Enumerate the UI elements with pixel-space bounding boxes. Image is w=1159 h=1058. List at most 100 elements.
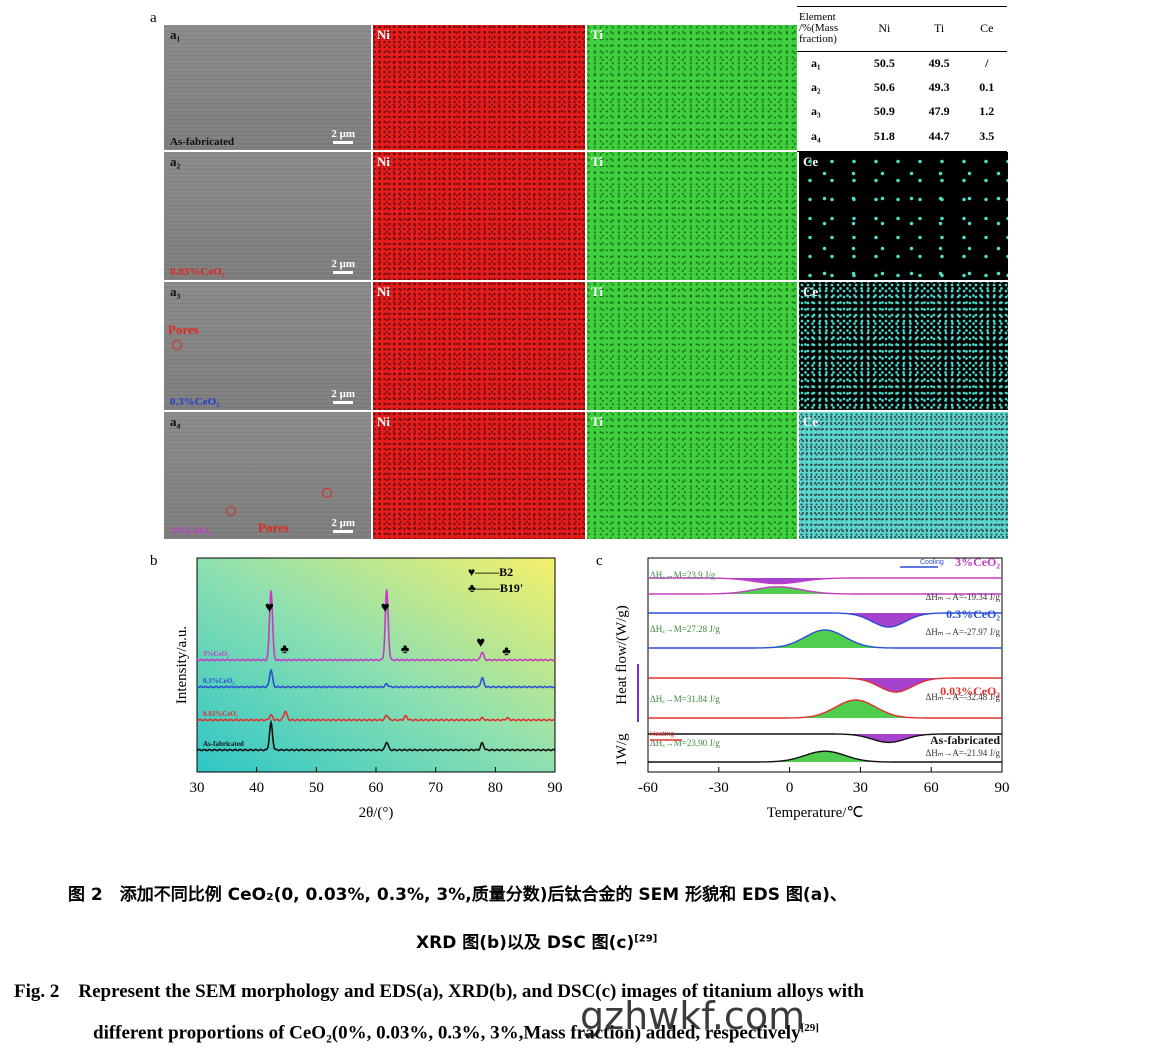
cooling-label: Cooling <box>920 559 944 566</box>
dsc-cooling-line <box>648 733 1002 744</box>
caption-en-line2: different proportions of CeO₂(0%, 0.03%,… <box>93 1022 819 1044</box>
y-axis-label: Heat flow/(W/g) <box>614 605 630 705</box>
x-tick-label: 30 <box>853 780 868 796</box>
dsc-exo-label: ΔHₐ→M=23.90 J/g <box>650 738 720 748</box>
caption-en-line2-text: different proportions of CeO₂(0%, 0.03%,… <box>93 1022 801 1044</box>
x-axis-label: Temperature/℃ <box>767 805 864 821</box>
table-row-sample: a₂ <box>811 79 821 94</box>
xrd-series-line <box>196 719 556 752</box>
dsc-series-label: As-fabricated <box>930 733 1000 747</box>
xrd-plot-area <box>196 557 556 773</box>
table-cell: 50.9 <box>873 103 895 118</box>
x-tick-label: 80 <box>488 780 503 796</box>
x-axis-label: 2θ/(°) <box>359 805 394 821</box>
sem-image: a₄ 3%CeO₂ 2 μm Pores <box>163 411 372 540</box>
ce-map: Ce <box>798 151 1009 281</box>
ce-map-label: Ce <box>803 284 819 299</box>
heating-label: Heating <box>650 731 674 738</box>
pores-label: Pores <box>168 322 199 337</box>
dsc-heating-line <box>648 699 1002 719</box>
pore-marker <box>172 340 182 350</box>
scale-label-1wg: 1W/g <box>614 733 630 767</box>
scale-bar: 2 μm <box>331 517 355 533</box>
ti-map-label: Ti <box>591 414 604 429</box>
sem-caption: As-fabricated <box>170 136 235 148</box>
dsc-heating-line <box>648 586 1002 595</box>
table-cell: 51.8 <box>873 129 895 144</box>
dsc-cooling-line <box>648 612 1002 628</box>
legend-b19: ♣——B19' <box>468 581 523 595</box>
xrd-series-line <box>196 668 556 689</box>
dsc-series-label: 0.3%CeO₂ <box>946 607 1000 621</box>
b2-peak-marker: ♥ <box>265 600 274 616</box>
pores-label: Pores <box>258 520 289 535</box>
table-cell: 3.5 <box>979 129 995 144</box>
dsc-heating-line <box>648 629 1002 649</box>
x-tick-label: 90 <box>995 780 1010 796</box>
sem-caption: 3%CeO₂ <box>170 525 212 537</box>
dsc-exo-label: ΔHₐ→M=27.28 J/g <box>650 624 720 634</box>
ti-map: Ti <box>586 24 798 151</box>
table-header-unit: /%(Mass <box>799 22 839 35</box>
ni-map-label: Ni <box>377 154 390 169</box>
table-cell: 49.5 <box>928 55 950 70</box>
ce-map-label: Ce <box>803 414 819 429</box>
ti-map: Ti <box>586 411 798 540</box>
ce-map: Ce <box>798 411 1009 540</box>
ni-map: Ni <box>372 411 586 540</box>
ti-map: Ti <box>586 281 798 411</box>
xrd-series-label: 3%CeO₂ <box>203 650 229 658</box>
dsc-endo-label: ΔHₘ→A=-32.48 J/g <box>926 692 1001 702</box>
b19-peak-marker: ♣ <box>502 643 511 658</box>
table-row-sample: a₃ <box>811 103 821 118</box>
panel-a-letter: a <box>150 10 157 26</box>
scale-bar-label: 2 μm <box>331 258 355 270</box>
x-tick-label: 30 <box>190 780 205 796</box>
scale-bar-label: 2 μm <box>331 128 355 140</box>
composition-table: Element /%(Mass fraction) Ni Ti Ce a₁ 50… <box>797 6 1007 154</box>
pore-marker <box>322 488 332 498</box>
dsc-exo-label: ΔHₐ→M=23.9 J/g <box>650 570 716 580</box>
sem-caption: 0.3%CeO₂ <box>170 396 220 408</box>
table-cell: 50.6 <box>873 79 895 94</box>
table-row-sample: a₄ <box>811 129 821 144</box>
table-cell: 50.5 <box>873 55 895 70</box>
xrd-series-label: As-fabricated <box>203 740 244 748</box>
sem-image: a₃ 0.3%CeO₂ 2 μm Pores <box>163 281 372 411</box>
caption-cn-line2-text: XRD 图(b)以及 DSC 图(c) <box>416 933 635 953</box>
sem-label: a₁ <box>170 27 181 42</box>
ce-map: Ce <box>798 281 1009 411</box>
caption-cn-line2: XRD 图(b)以及 DSC 图(c)[29] <box>416 928 657 953</box>
ti-map-label: Ti <box>591 27 604 42</box>
sem-label: a₂ <box>170 154 181 169</box>
scale-bar-label: 2 μm <box>331 517 355 529</box>
scale-bar-line <box>333 271 354 274</box>
sem-image: a₁ As-fabricated 2 μm <box>163 24 372 151</box>
dsc-endo-label: ΔHₘ→A=-27.97 J/g <box>926 627 1001 637</box>
xrd-chart: 3%CeO₂ 0.3%CeO₂ 0.03%CeO₂ As-fabricated ♥ ♥ ♥ ♣… <box>174 557 563 821</box>
xrd-series-label: 0.03%CeO₂ <box>203 710 238 718</box>
x-tick-label: 0 <box>786 780 794 796</box>
ti-map: Ti <box>586 151 798 281</box>
x-tick-label: 70 <box>428 780 443 796</box>
table-cell: 0.1 <box>979 79 995 94</box>
scale-bar: 2 μm <box>331 128 355 144</box>
xrd-series-line <box>196 589 556 662</box>
sem-caption: 0.03%CeO₂ <box>170 266 225 278</box>
dsc-heating-line <box>648 750 1002 763</box>
dsc-chart: ΔHₐ→M=23.9 J/g ΔHₘ→A=-19.34 J/g 3%CeO₂ ΔHₐ→… <box>614 555 1010 821</box>
x-tick-label: 60 <box>924 780 939 796</box>
table-cell: 49.3 <box>928 79 950 94</box>
ni-map: Ni <box>372 151 586 281</box>
x-tick-label: 40 <box>249 780 264 796</box>
scale-bar-line <box>333 141 354 144</box>
dsc-exo-fill <box>648 630 1002 648</box>
dsc-endo-label: ΔHₘ→A=-19.34 J/g <box>926 592 1001 602</box>
table-col-ni: Ni <box>878 21 891 36</box>
b2-peak-marker: ♥ <box>381 600 390 616</box>
table-cell: 44.7 <box>928 129 950 144</box>
scale-bar: 2 μm <box>331 258 355 274</box>
ni-map: Ni <box>372 281 586 411</box>
xrd-series-label: 0.3%CeO₂ <box>203 677 234 685</box>
panel-b-letter: b <box>150 553 158 569</box>
